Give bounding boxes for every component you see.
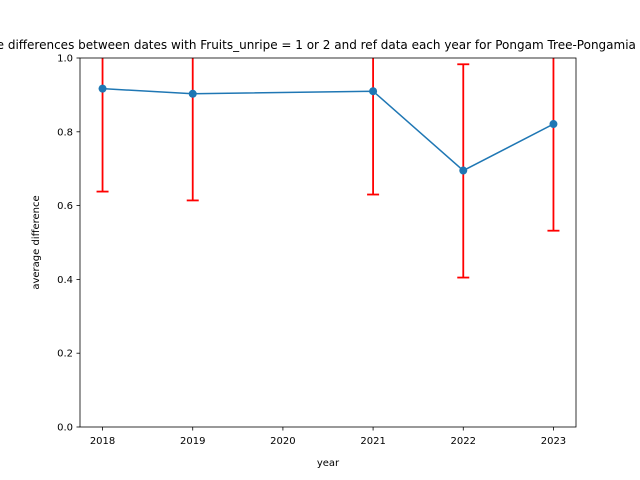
data-point — [369, 87, 378, 96]
data-point — [98, 84, 107, 93]
y-tick-label: 1.0 — [57, 54, 73, 65]
y-axis-label: average difference — [31, 195, 42, 289]
x-tick-label: 2019 — [180, 436, 205, 447]
data-point — [188, 89, 197, 98]
y-tick-label: 0.8 — [57, 127, 73, 138]
x-tick-label: 2018 — [90, 436, 115, 447]
series-line — [102, 87, 554, 172]
y-tick-label: 0.4 — [57, 275, 73, 286]
x-tick-label: 2023 — [541, 436, 566, 447]
data-point — [549, 120, 558, 129]
y-tick-label: 0.6 — [57, 201, 73, 212]
data-point — [459, 166, 468, 175]
x-tick-label: 2022 — [451, 436, 476, 447]
y-tick-label: 0.2 — [57, 349, 73, 360]
x-tick-label: 2021 — [360, 436, 385, 447]
x-axis-label: year — [317, 458, 340, 469]
plot-frame — [79, 57, 577, 428]
chart-title: Average differences between dates with F… — [0, 38, 640, 52]
y-tick-label: 0.0 — [57, 423, 73, 434]
x-tick-label: 2020 — [270, 436, 295, 447]
